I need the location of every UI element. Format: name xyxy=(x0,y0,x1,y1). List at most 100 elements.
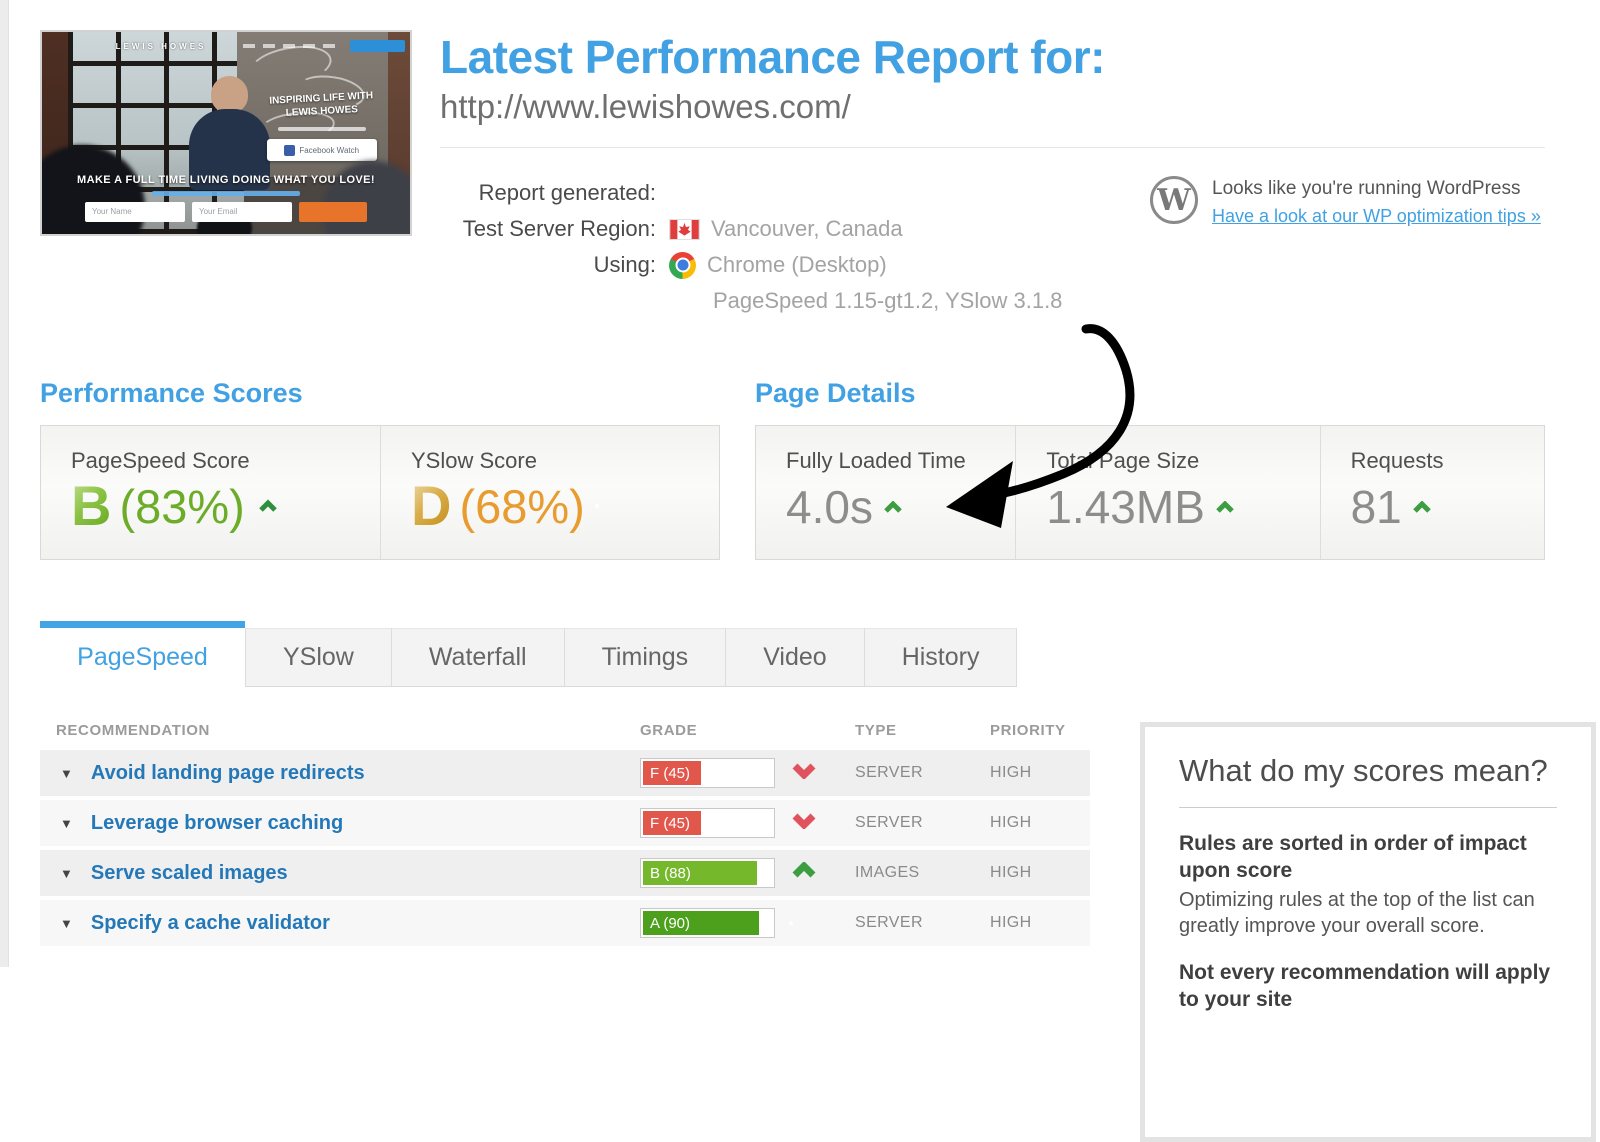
thumb-name-input: Your Name xyxy=(85,201,185,222)
grade-bar: A (90) xyxy=(640,908,775,938)
thumb-nav-links xyxy=(243,44,339,49)
performance-scores-heading: Performance Scores xyxy=(40,378,303,408)
page-left-gutter xyxy=(0,0,9,967)
total-page-size-label: Total Page Size xyxy=(1046,448,1200,473)
col-grade: GRADE xyxy=(640,721,698,739)
down-chevron-icon xyxy=(791,762,817,784)
requests-value: 81 xyxy=(1350,481,1402,533)
page-details-section: Page Details Fully Loaded Time 4.0s Tota… xyxy=(755,378,1545,560)
pagespeed-score-label: PageSpeed Score xyxy=(71,448,250,473)
priority-value: HIGH xyxy=(990,764,1032,781)
thumb-headline: MAKE A FULL TIME LIVING DOING WHAT YOU L… xyxy=(77,173,375,186)
thumb-watch-label: Facebook Watch xyxy=(299,145,360,155)
up-chevron-icon xyxy=(883,500,903,514)
wordpress-message: Looks like you're running WordPress xyxy=(1212,178,1521,199)
expand-triangle-icon[interactable]: ▼ xyxy=(60,765,73,781)
scores-explanation-panel: What do my scores mean? Rules are sorted… xyxy=(1140,722,1596,1142)
thumb-person-head xyxy=(211,76,249,113)
wordpress-notice: W Looks like you're running WordPress Ha… xyxy=(1150,176,1541,227)
priority-value: HIGH xyxy=(990,814,1032,831)
thumb-email-input: Your Email xyxy=(192,201,292,222)
test-server-region-label: Test Server Region: xyxy=(462,216,656,241)
report-info: Report generated: Test Server Region: Va… xyxy=(440,178,1063,322)
col-recommendation: RECOMMENDATION xyxy=(56,721,210,739)
total-page-size-card: Total Page Size 1.43MB xyxy=(1015,426,1319,559)
tab-yslow[interactable]: YSlow xyxy=(245,628,392,687)
tab-waterfall[interactable]: Waterfall xyxy=(391,628,565,687)
grade-bar: F (45) xyxy=(640,758,775,788)
grade-bar: B (88) xyxy=(640,858,775,888)
table-row: ▼ Leverage browser caching F (45) SERVER… xyxy=(40,800,1090,846)
expand-triangle-icon[interactable]: ▼ xyxy=(60,815,73,831)
page-details-heading: Page Details xyxy=(755,378,916,408)
thumb-facebook-watch-button: Facebook Watch xyxy=(266,139,377,162)
recommendation-link[interactable]: Serve scaled images xyxy=(90,861,288,884)
using-value: Chrome (Desktop) xyxy=(707,252,887,277)
expand-triangle-icon[interactable]: ▼ xyxy=(60,865,73,881)
thumb-brand: LEWIS HOWES xyxy=(115,41,207,51)
priority-value: HIGH xyxy=(990,914,1032,931)
type-value: SERVER xyxy=(855,814,923,831)
total-page-size-value: 1.43MB xyxy=(1046,481,1205,533)
requests-card: Requests 81 xyxy=(1319,426,1544,559)
using-label: Using: xyxy=(593,252,656,277)
tab-video[interactable]: Video xyxy=(726,628,865,687)
thumb-nav-button xyxy=(349,40,406,53)
col-type: TYPE xyxy=(855,721,897,739)
up-chevron-icon xyxy=(791,861,817,884)
col-priority: PRIORITY xyxy=(990,721,1066,739)
rule-sort-note: Rules are sorted in order of impact upon… xyxy=(1179,832,1527,883)
tab-pagespeed[interactable]: PageSpeed xyxy=(40,621,245,687)
facebook-icon xyxy=(284,144,296,156)
thumb-follow-line xyxy=(277,126,366,131)
site-thumbnail-image: INSPIRING LIFE WITH LEWIS HOWES Facebook… xyxy=(42,32,410,234)
thumb-navbar: LEWIS HOWES xyxy=(42,40,410,53)
yslow-score-card: YSlow Score D (68%) xyxy=(380,426,719,559)
recommendations-table: RECOMMENDATION GRADE TYPE PRIORITY ▼ Avo… xyxy=(40,710,1090,950)
table-row: ▼ Avoid landing page redirects F (45) SE… xyxy=(40,750,1090,796)
requests-label: Requests xyxy=(1350,448,1444,473)
report-generated-label: Report generated: xyxy=(478,180,656,205)
report-url: http://www.lewishowes.com/ xyxy=(440,88,851,125)
table-row: ▼ Specify a cache validator A (90) SERVE… xyxy=(40,900,1090,946)
panel-divider xyxy=(1179,807,1557,808)
pagespeed-grade: B xyxy=(71,474,112,537)
expand-triangle-icon[interactable]: ▼ xyxy=(60,915,73,931)
yslow-grade: D xyxy=(411,474,452,537)
thumb-sublink-line xyxy=(152,190,300,196)
yslow-percent: (68%) xyxy=(459,479,585,533)
yslow-score-label: YSlow Score xyxy=(411,448,537,473)
page-title: Latest Performance Report for: xyxy=(440,31,1105,83)
tab-history[interactable]: History xyxy=(864,628,1018,687)
thumb-submit-button xyxy=(299,201,367,222)
table-row: ▼ Serve scaled images B (88) IMAGES HIGH xyxy=(40,850,1090,896)
pagespeed-percent: (83%) xyxy=(119,479,245,533)
header-divider xyxy=(440,147,1545,148)
grade-bar-label: A (90) xyxy=(650,914,691,932)
pagespeed-score-card: PageSpeed Score B (83%) xyxy=(41,426,380,559)
scores-explanation-title: What do my scores mean? xyxy=(1179,753,1548,788)
thumb-signup-form: Your Name Your Email xyxy=(42,201,410,222)
canada-flag-icon xyxy=(669,218,700,240)
up-chevron-icon xyxy=(1412,500,1432,514)
up-chevron-icon xyxy=(257,499,279,513)
site-thumbnail: INSPIRING LIFE WITH LEWIS HOWES Facebook… xyxy=(40,30,412,236)
tab-timings[interactable]: Timings xyxy=(564,628,727,687)
down-chevron-icon xyxy=(791,812,817,834)
performance-scores-section: Performance Scores PageSpeed Score B (83… xyxy=(40,378,720,560)
fully-loaded-time-card: Fully Loaded Time 4.0s xyxy=(756,426,1015,559)
recommendations-header: RECOMMENDATION GRADE TYPE PRIORITY xyxy=(40,710,1090,750)
thumb-person-body xyxy=(189,108,271,190)
wp-optimization-tips-link[interactable]: Have a look at our WP optimization tips … xyxy=(1212,206,1541,226)
grade-bar-label: F (45) xyxy=(650,764,691,782)
grade-bar-label: B (88) xyxy=(650,864,691,882)
recommendation-link[interactable]: Specify a cache validator xyxy=(90,911,330,934)
recommendation-link[interactable]: Leverage browser caching xyxy=(90,811,344,834)
wordpress-icon: W xyxy=(1150,176,1198,224)
engine-versions: PageSpeed 1.15-gt1.2, YSlow 3.1.8 xyxy=(713,288,1063,313)
type-value: IMAGES xyxy=(855,864,920,881)
up-chevron-icon xyxy=(1215,500,1235,514)
report-tabs: PageSpeed YSlow Waterfall Timings Video … xyxy=(40,621,1018,687)
fully-loaded-time-value: 4.0s xyxy=(786,481,873,533)
recommendation-link[interactable]: Avoid landing page redirects xyxy=(90,761,365,784)
